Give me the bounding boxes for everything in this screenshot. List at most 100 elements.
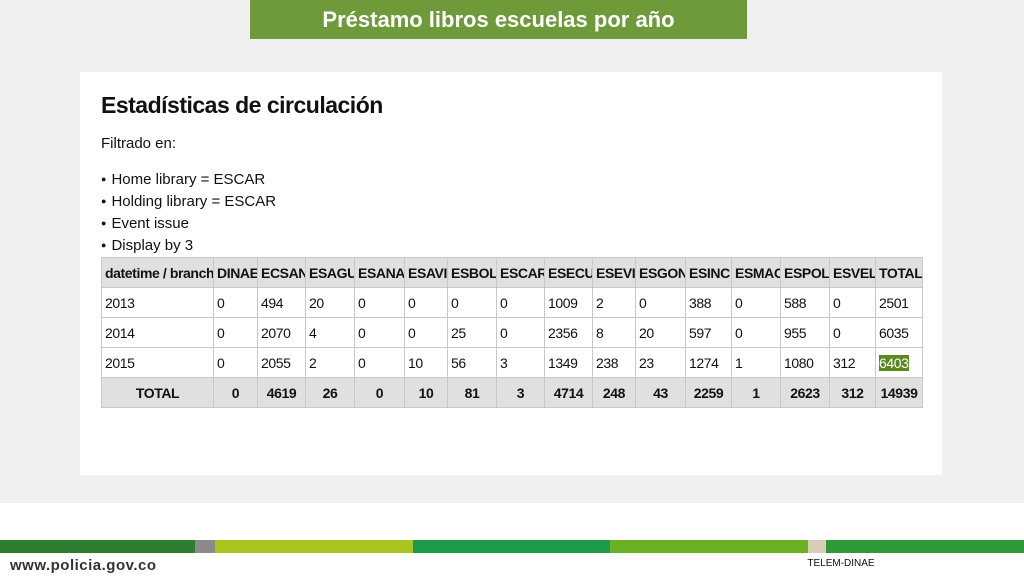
- table-cell: 0: [213, 317, 258, 348]
- table-cell: 0: [404, 317, 448, 348]
- table-cell: 6403: [875, 347, 923, 378]
- cell-text: 0: [833, 324, 841, 341]
- table-cell: 56: [447, 347, 497, 378]
- table-cell: 10: [404, 347, 448, 378]
- total-cell: 248: [592, 377, 636, 408]
- filter-item: Holding library = ESCAR: [101, 190, 276, 212]
- table-cell: 1274: [685, 347, 732, 378]
- table-cell: 0: [829, 287, 876, 318]
- table-row: 2014 0 2070 4 0 0 25 0 2356 8 20 597 0 955 0 6035: [101, 317, 923, 348]
- filter-label: Filtrado en:: [101, 135, 177, 152]
- table-cell: 0: [829, 317, 876, 348]
- total-cell: 81: [447, 377, 497, 408]
- table-cell: 0: [496, 287, 545, 318]
- table-cell: 0: [404, 287, 448, 318]
- table-cell: 1080: [780, 347, 830, 378]
- table-cell: 4: [305, 317, 355, 348]
- table-cell: 6035: [875, 317, 923, 348]
- table-cell: 2055: [257, 347, 306, 378]
- table-cell: 2: [305, 347, 355, 378]
- cell-text: 2070: [261, 324, 291, 341]
- cell-text: 20: [639, 324, 654, 341]
- table-cell: 494: [257, 287, 306, 318]
- column-header: ESAGU: [305, 257, 355, 288]
- column-header: ESMAC: [731, 257, 781, 288]
- cell-text: 23: [639, 354, 654, 371]
- column-header: DINAE: [213, 257, 258, 288]
- column-header: TOTAL: [875, 257, 923, 288]
- cell-text: 588: [784, 294, 807, 311]
- cell-text: 2: [596, 294, 604, 311]
- footer-band: [0, 540, 1024, 553]
- filter-item: Display by 3: [101, 234, 276, 256]
- cell-text: 597: [689, 324, 712, 341]
- table-cell: 1349: [544, 347, 593, 378]
- footer-tag: TELEM-DINAE: [785, 553, 897, 576]
- cell-text: 0: [217, 324, 225, 341]
- cell-text: 1009: [548, 294, 578, 311]
- cell-text: 20: [309, 294, 324, 311]
- screenshot-panel: Estadísticas de circulación Filtrado en:…: [80, 72, 942, 475]
- table-cell: 388: [685, 287, 732, 318]
- table-cell: 1: [731, 347, 781, 378]
- table-cell: 955: [780, 317, 830, 348]
- column-header: ECSAN: [257, 257, 306, 288]
- table-row: 2015 0 2055 2 0 10 56 3 1349 238 23 1274 1 1080 312 640…: [101, 347, 923, 378]
- table-cell: 2013: [101, 287, 214, 318]
- filter-item: Event issue: [101, 212, 276, 234]
- table-cell: 0: [354, 347, 405, 378]
- column-header: ESPOL: [780, 257, 830, 288]
- cell-text: 1: [735, 354, 743, 371]
- cell-text: 312: [833, 354, 856, 371]
- column-header: ESCAR: [496, 257, 545, 288]
- cell-text: 0: [408, 324, 416, 341]
- cell-text: 2014: [105, 324, 135, 341]
- cell-text: 10: [408, 354, 423, 371]
- cell-text: 4: [309, 324, 317, 341]
- column-header: ESECU: [544, 257, 593, 288]
- cell-text: 1274: [689, 354, 719, 371]
- total-cell: 10: [404, 377, 448, 408]
- table-cell: 2070: [257, 317, 306, 348]
- cell-text: 2013: [105, 294, 135, 311]
- total-cell: 4619: [257, 377, 306, 408]
- table-cell: 0: [354, 317, 405, 348]
- cell-text: 2356: [548, 324, 578, 341]
- table-cell: 25: [447, 317, 497, 348]
- table-cell: 588: [780, 287, 830, 318]
- cell-text: 0: [500, 294, 508, 311]
- column-header: datetime / branch: [101, 257, 214, 288]
- column-header: ESANA: [354, 257, 405, 288]
- cell-text: 0: [500, 324, 508, 341]
- total-cell: 312: [829, 377, 876, 408]
- cell-text: 0: [735, 324, 743, 341]
- table-cell: 23: [635, 347, 686, 378]
- panel-title: Estadísticas de circulación: [101, 92, 383, 118]
- table-cell: 0: [213, 287, 258, 318]
- total-cell: 2623: [780, 377, 830, 408]
- cell-text: 0: [358, 294, 366, 311]
- cell-text: 0: [833, 294, 841, 311]
- cell-text: 0: [217, 294, 225, 311]
- table-cell: 0: [496, 317, 545, 348]
- footer-url: www.policia.gov.co: [10, 557, 157, 574]
- cell-text: 2501: [879, 294, 909, 311]
- table-cell: 2015: [101, 347, 214, 378]
- filter-item: Home library = ESCAR: [101, 168, 276, 190]
- table-cell: 0: [731, 287, 781, 318]
- table-cell: 597: [685, 317, 732, 348]
- cell-text: 238: [596, 354, 619, 371]
- cell-text: 0: [639, 294, 647, 311]
- table-row: 2013 0 494 20 0 0 0 0 1009 2 0 388 0 588 0 2501: [101, 287, 923, 318]
- table-cell: 2501: [875, 287, 923, 318]
- total-cell: 14939: [875, 377, 923, 408]
- cell-text: 955: [784, 324, 807, 341]
- cell-text: 6035: [879, 324, 909, 341]
- column-header: ESINC: [685, 257, 732, 288]
- total-cell: 26: [305, 377, 355, 408]
- column-header: ESBOL: [447, 257, 497, 288]
- total-cell: TOTAL: [101, 377, 214, 408]
- table-cell: 8: [592, 317, 636, 348]
- total-cell: 43: [635, 377, 686, 408]
